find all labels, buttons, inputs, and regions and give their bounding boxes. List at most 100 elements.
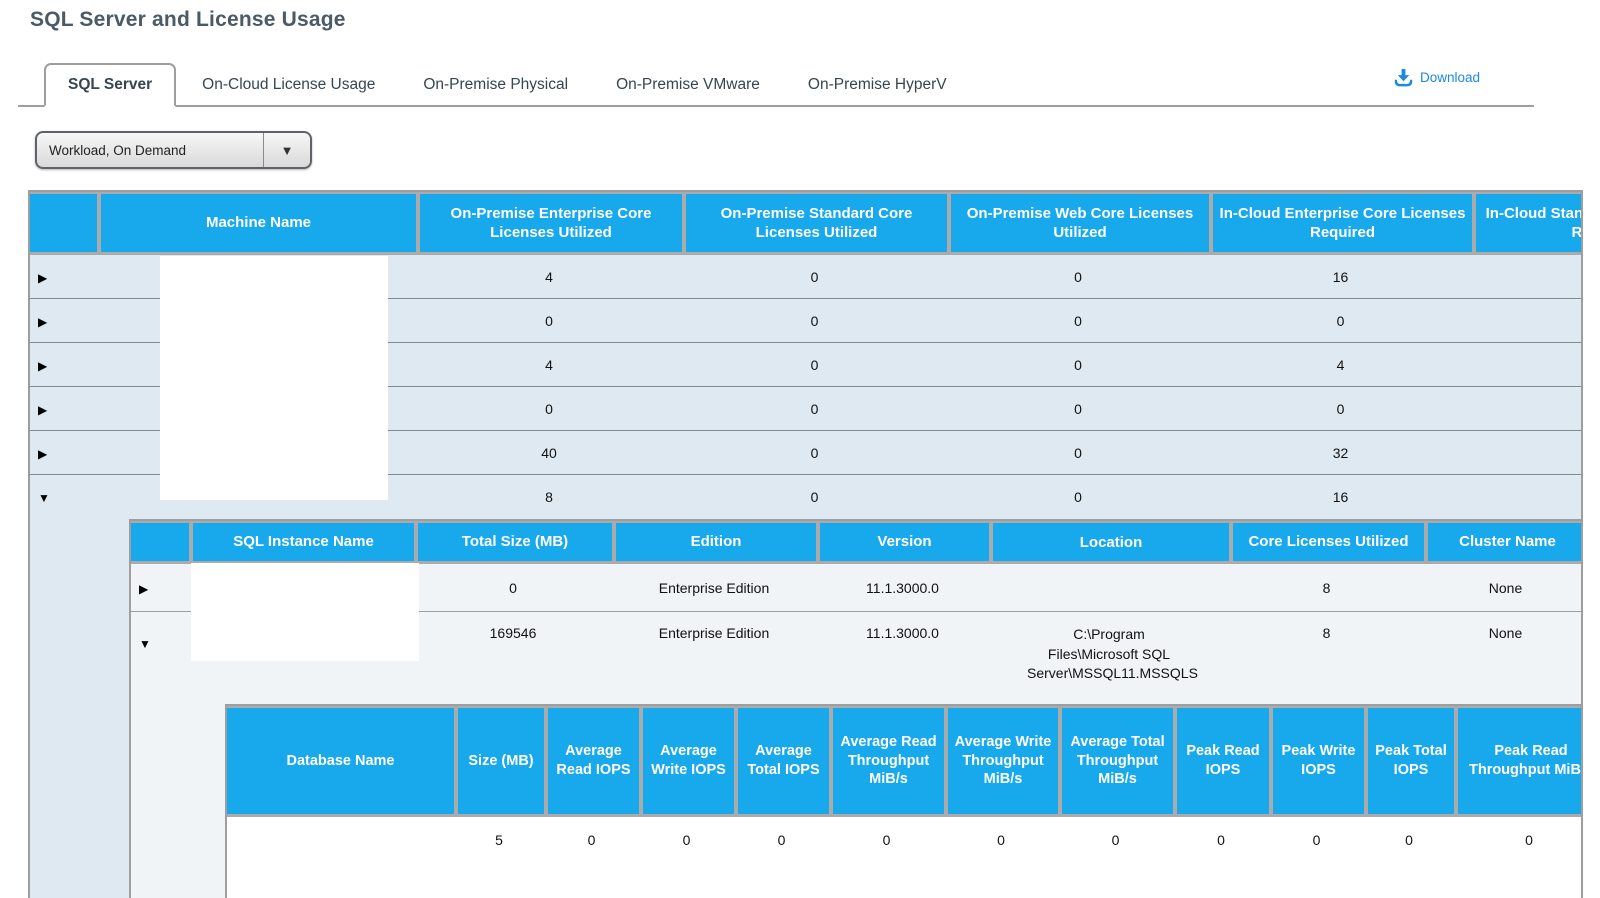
value-cell: 16 bbox=[1332, 268, 1349, 285]
machine-table-row-expanded: ▼ 8 0 0 16 bbox=[30, 475, 1581, 518]
value-cell: 5 bbox=[495, 832, 503, 848]
value-cell: 0 bbox=[1405, 832, 1413, 848]
value-cell: 0 bbox=[545, 312, 553, 329]
value-cell: 0 bbox=[810, 488, 819, 505]
col-total-size: Total Size (MB) bbox=[414, 523, 612, 561]
col-expander bbox=[131, 523, 189, 561]
value-cell: 0 bbox=[1074, 400, 1082, 417]
tab-on-cloud-license-usage[interactable]: On-Cloud License Usage bbox=[202, 76, 376, 93]
location-cell: C:\Program Files\Microsoft SQL Server\MS… bbox=[1027, 626, 1198, 682]
machine-table-row: ▶ 4 0 0 4 bbox=[30, 343, 1581, 387]
value-cell: 4 bbox=[545, 356, 553, 373]
machine-table-row: ▶ 40 0 0 32 bbox=[30, 431, 1581, 475]
value-cell: 0 bbox=[682, 832, 691, 848]
col-machine-name: Machine Name bbox=[97, 194, 416, 252]
page-title: SQL Server and License Usage bbox=[30, 8, 346, 31]
tab-bar: SQL Server On-Cloud License Usage On-Pre… bbox=[18, 62, 1534, 107]
machine-table-row: ▶ 0 0 0 0 bbox=[30, 387, 1581, 431]
value-cell: 16 bbox=[1332, 488, 1349, 505]
col-onprem-standard-core: On-Premise Standard Core Licenses Utiliz… bbox=[682, 194, 947, 252]
machine-table-header: Machine Name On-Premise Enterprise Core … bbox=[30, 192, 1581, 255]
col-avg-read-iops: Average Read IOPS bbox=[544, 708, 639, 814]
collapse-row-button[interactable]: ▼ bbox=[139, 637, 151, 651]
value-cell: 0 bbox=[1074, 356, 1082, 373]
value-cell: 0 bbox=[810, 400, 819, 417]
expand-row-button[interactable]: ▶ bbox=[139, 581, 149, 596]
tab-sql-server[interactable]: SQL Server bbox=[44, 63, 177, 107]
value-cell: 0 bbox=[1336, 400, 1345, 417]
value-cell: 11.1.3000.0 bbox=[866, 579, 939, 596]
col-peak-read-throughput: Peak Read Throughput MiB/s bbox=[1454, 708, 1581, 814]
col-avg-total-iops: Average Total IOPS bbox=[734, 708, 829, 814]
value-cell: 0 bbox=[997, 832, 1005, 848]
tab-on-premise-physical[interactable]: On-Premise Physical bbox=[423, 76, 569, 93]
col-onprem-web-core: On-Premise Web Core Licenses Utilized bbox=[947, 194, 1209, 252]
value-cell: Enterprise Edition bbox=[658, 625, 770, 641]
value-cell: 0 bbox=[1312, 832, 1321, 848]
expand-row-button[interactable]: ▶ bbox=[38, 358, 48, 373]
machine-table-row: ▶ 0 0 0 0 bbox=[30, 299, 1581, 343]
instance-table: SQL Instance Name Total Size (MB) Editio… bbox=[129, 519, 1581, 898]
download-button[interactable]: Download bbox=[1394, 68, 1480, 87]
value-cell: 8 bbox=[1322, 579, 1331, 596]
value-cell: 40 bbox=[541, 444, 557, 461]
redaction-overlay-machine-names bbox=[160, 256, 388, 500]
value-cell: 4 bbox=[1336, 356, 1345, 373]
instance-table-row: ▶ 0 Enterprise Edition 11.1.3000.0 8 Non… bbox=[131, 564, 1581, 612]
value-cell: 4 bbox=[545, 268, 553, 285]
value-cell: 0 bbox=[509, 579, 517, 596]
col-avg-write-iops: Average Write IOPS bbox=[639, 708, 734, 814]
value-cell: 0 bbox=[810, 444, 819, 461]
expand-row-button[interactable]: ▶ bbox=[38, 314, 48, 329]
download-icon bbox=[1394, 68, 1413, 87]
col-core-licenses: Core Licenses Utilized bbox=[1229, 523, 1424, 561]
value-cell: 0 bbox=[1217, 832, 1225, 848]
value-cell: 169546 bbox=[489, 625, 537, 641]
col-location: Location bbox=[989, 523, 1229, 561]
value-cell: 0 bbox=[1525, 832, 1533, 848]
col-incloud-standard-core: In-Cloud Standard Core Licenses Required bbox=[1472, 194, 1581, 252]
machine-table-row: ▶ 4 0 0 16 bbox=[30, 255, 1581, 299]
col-incloud-enterprise-core: In-Cloud Enterprise Core Licenses Requir… bbox=[1209, 194, 1472, 252]
value-cell: 0 bbox=[810, 268, 819, 285]
value-cell: 0 bbox=[1336, 312, 1345, 329]
value-cell: 0 bbox=[1074, 312, 1082, 329]
database-table-row: 5 0 0 0 0 0 0 0 0 0 0 bbox=[227, 817, 1581, 863]
col-peak-read-iops: Peak Read IOPS bbox=[1173, 708, 1269, 814]
col-onprem-enterprise-core: On-Premise Enterprise Core Licenses Util… bbox=[416, 194, 682, 252]
download-label: Download bbox=[1420, 70, 1481, 85]
value-cell: 11.1.3000.0 bbox=[866, 625, 939, 641]
database-table-header: Database Name Size (MB) Average Read IOP… bbox=[227, 706, 1581, 817]
value-cell: 0 bbox=[810, 312, 819, 329]
tab-on-premise-hyperv[interactable]: On-Premise HyperV bbox=[807, 76, 947, 93]
col-expander bbox=[30, 194, 97, 252]
col-avg-total-throughput: Average Total Throughput MiB/s bbox=[1058, 708, 1173, 814]
expand-row-button[interactable]: ▶ bbox=[38, 446, 48, 461]
database-table: Database Name Size (MB) Average Read IOP… bbox=[225, 704, 1581, 898]
value-cell: 0 bbox=[587, 832, 596, 848]
value-cell: 0 bbox=[882, 832, 891, 848]
value-cell: 0 bbox=[1074, 268, 1082, 285]
value-cell: 0 bbox=[810, 356, 819, 373]
col-edition: Edition bbox=[612, 523, 816, 561]
col-avg-read-throughput: Average Read Throughput MiB/s bbox=[829, 708, 944, 814]
col-avg-write-throughput: Average Write Throughput MiB/s bbox=[944, 708, 1058, 814]
dropdown-arrow-button[interactable]: ▼ bbox=[263, 133, 310, 167]
collapse-row-button[interactable]: ▼ bbox=[38, 490, 50, 505]
instance-table-header: SQL Instance Name Total Size (MB) Editio… bbox=[131, 521, 1581, 564]
col-version: Version bbox=[816, 523, 989, 561]
workload-filter-value: Workload, On Demand bbox=[49, 142, 187, 158]
workload-filter-dropdown[interactable]: Workload, On Demand ▼ bbox=[35, 131, 312, 169]
value-cell: 32 bbox=[1332, 444, 1349, 461]
col-peak-total-iops: Peak Total IOPS bbox=[1364, 708, 1454, 814]
tab-on-premise-vmware[interactable]: On-Premise VMware bbox=[616, 76, 760, 93]
value-cell: 0 bbox=[1111, 832, 1120, 848]
value-cell: 8 bbox=[1322, 625, 1331, 641]
expand-row-button[interactable]: ▶ bbox=[38, 270, 48, 285]
value-cell: 0 bbox=[777, 832, 786, 848]
col-size-mb: Size (MB) bbox=[454, 708, 544, 814]
chevron-down-icon: ▼ bbox=[280, 142, 294, 158]
value-cell: 0 bbox=[1074, 488, 1082, 505]
value-cell: Enterprise Edition bbox=[658, 579, 770, 596]
expand-row-button[interactable]: ▶ bbox=[38, 402, 48, 417]
